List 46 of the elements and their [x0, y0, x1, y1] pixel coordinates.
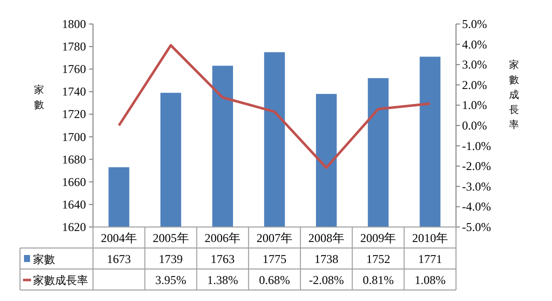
x-tick-label: 2004年: [100, 231, 137, 245]
y-axis-title: 家數: [34, 84, 44, 111]
y-tick-label: 1760: [62, 62, 86, 76]
y-tick-label: 1680: [62, 152, 86, 166]
y2-tick-label: 2.0%: [462, 78, 487, 92]
y-tick-label: 1660: [62, 174, 86, 189]
y2-tick-label: 4.0%: [462, 37, 487, 52]
data-label: 1.08%: [414, 273, 446, 287]
data-label: 1.38%: [207, 273, 238, 287]
y2-tick-label: 0.0%: [462, 118, 487, 132]
y-tick-label: 1740: [62, 84, 86, 99]
y2-tick-label: 5.0%: [462, 17, 487, 31]
x-tick-label: 2005年: [152, 231, 189, 245]
data-label: 1752: [366, 252, 390, 266]
data-label: 1771: [418, 252, 442, 266]
legend-label: 家數: [33, 253, 55, 266]
y2-tick-label: -2.0%: [462, 159, 491, 174]
data-label: 0.68%: [259, 273, 290, 287]
y-tick-label: 1720: [62, 107, 86, 122]
data-label: 1775: [262, 252, 286, 266]
y-tick-label: 1700: [62, 130, 86, 144]
data-label: 1673: [106, 252, 131, 266]
y-tick-label: 1620: [62, 220, 86, 234]
y2-tick-label: 1.0%: [462, 98, 487, 112]
y-tick-label: 1780: [62, 40, 86, 54]
y2-tick-label: -3.0%: [462, 179, 491, 194]
y2-axis-title: 家數成長率: [509, 59, 519, 131]
data-label: 0.81%: [362, 273, 394, 287]
y2-tick-label: -5.0%: [462, 220, 491, 234]
x-tick-label: 2008年: [308, 231, 344, 245]
data-label: 1739: [158, 252, 183, 266]
line-series: [118, 44, 432, 169]
y2-tick-label: 3.0%: [462, 58, 487, 72]
data-label: 3.95%: [155, 273, 186, 287]
y-tick-label: 1800: [62, 17, 86, 31]
data-label: -2.08%: [308, 273, 344, 287]
x-tick-label: 2009年: [360, 231, 396, 245]
x-tick-label: 2010年: [412, 231, 448, 245]
x-tick-label: 2007年: [256, 231, 292, 245]
data-label: 1763: [210, 252, 235, 266]
y-tick-label: 1640: [62, 197, 86, 212]
data-label: 1738: [314, 252, 338, 266]
legend-label: 家數成長率: [33, 274, 88, 287]
y2-tick-label: -4.0%: [462, 200, 491, 214]
y2-tick-label: -1.0%: [462, 138, 491, 153]
x-tick-label: 2006年: [204, 231, 241, 245]
